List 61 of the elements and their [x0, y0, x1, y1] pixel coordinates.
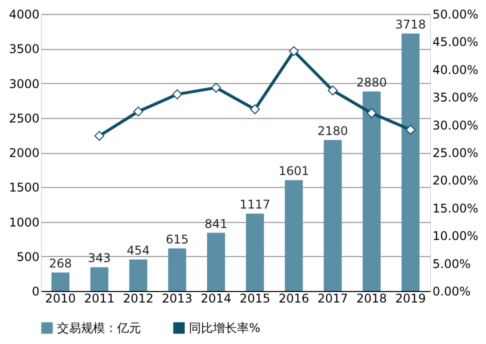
x-tick-label: 2015	[240, 292, 270, 306]
data-label: 2180	[317, 124, 348, 138]
bar	[90, 267, 108, 291]
data-label: 343	[88, 251, 111, 266]
data-label: 454	[126, 244, 150, 258]
x-tick-label: 2016	[278, 292, 310, 306]
data-label: 3718	[395, 18, 426, 32]
point	[94, 130, 104, 141]
y-tick-label: 0	[32, 284, 40, 298]
x-tick-label: 2014	[200, 292, 232, 306]
legend-label: 交易规模：亿元	[57, 321, 141, 335]
data-label: 1601	[278, 164, 310, 178]
bar	[284, 180, 303, 291]
y2-tick-label: 5.00%	[432, 256, 471, 271]
data-label: 2880	[356, 76, 387, 90]
bar	[324, 140, 342, 291]
point	[211, 82, 222, 93]
y-tick-label: 3500	[8, 42, 40, 56]
bar	[168, 248, 186, 291]
y-tick-label: 2000	[8, 146, 40, 160]
x-tick-label: 2019	[395, 292, 426, 306]
x-tick-label: 2012	[122, 292, 154, 306]
y2-tick-label: 20.00%	[432, 174, 478, 188]
y2-tick-label: 15.00%	[432, 201, 478, 216]
point	[406, 124, 416, 135]
y-tick-label: 2500	[8, 111, 40, 126]
bar	[51, 272, 70, 291]
y-tick-label: 1000	[8, 215, 40, 230]
y-tick-label: 500	[16, 250, 40, 264]
y2-tick-label: 10.00%	[432, 229, 478, 244]
point	[288, 46, 299, 56]
y-tick-label: 3000	[8, 76, 40, 91]
data-label: 841	[204, 216, 228, 231]
y2-tick-label: 45.00%	[432, 35, 478, 50]
point	[172, 89, 182, 100]
data-label: 1117	[240, 198, 270, 212]
bar	[129, 260, 148, 291]
y-tick-label: 1500	[8, 180, 40, 195]
point	[328, 85, 338, 96]
point	[366, 108, 377, 118]
data-label: 615	[166, 232, 189, 246]
y2-tick-label: 50.00%	[432, 8, 478, 22]
y2-tick-label: 35.00%	[432, 90, 478, 105]
y2-tick-label: 30.00%	[432, 118, 478, 132]
bar	[207, 232, 226, 291]
y-tick-label: 4000	[8, 8, 40, 22]
x-tick-label: 2018	[356, 292, 387, 306]
data-label: 268	[48, 256, 72, 270]
bar	[402, 34, 420, 291]
x-tick-label: 2013	[162, 292, 192, 306]
bar	[246, 214, 264, 291]
legend-label: 同比增长率%	[189, 321, 260, 335]
y2-tick-label: 40.00%	[432, 62, 478, 77]
x-tick-label: 2017	[317, 292, 348, 306]
x-tick-label: 2010	[45, 292, 76, 306]
y2-tick-label: 25.00%	[432, 146, 478, 160]
point	[250, 104, 260, 114]
x-tick-label: 2011	[84, 292, 115, 306]
y2-tick-label: 0.00%	[432, 284, 471, 298]
bar	[362, 92, 381, 291]
point	[133, 106, 144, 116]
